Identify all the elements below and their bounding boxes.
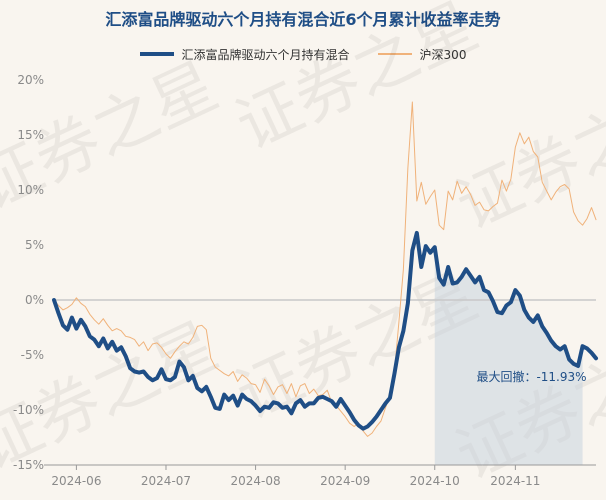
- legend-label-fund: 汇添富品牌驱动六个月持有混合: [181, 47, 350, 62]
- y-tick-label: -15%: [13, 458, 44, 472]
- watermark-text-4: 证券之星: [445, 69, 606, 244]
- drawdown-shade: [434, 247, 583, 465]
- y-tick-label: 10%: [17, 183, 44, 197]
- x-tick-label: 2024-11: [490, 474, 540, 488]
- legend-item-fund[interactable]: 汇添富品牌驱动六个月持有混合: [139, 46, 350, 63]
- x-tick-label: 2024-07: [141, 474, 191, 488]
- chart-title: 汇添富品牌驱动六个月持有混合近6个月累计收益率走势: [105, 10, 501, 29]
- x-tick-label: 2024-09: [320, 474, 370, 488]
- legend-label-benchmark: 沪深300: [419, 47, 467, 62]
- legend-item-benchmark[interactable]: 沪深300: [377, 46, 467, 63]
- legend-swatch-fund: [139, 52, 174, 56]
- x-tick-label: 2024-10: [410, 474, 460, 488]
- y-tick-label: 15%: [17, 128, 44, 142]
- legend-swatch-benchmark: [377, 53, 412, 55]
- y-tick-label: -10%: [13, 403, 44, 417]
- series-line-benchmark: [53, 101, 597, 437]
- y-tick-label: 0%: [25, 293, 44, 307]
- max-drawdown-label: 最大回撤：-11.93%: [476, 369, 586, 384]
- x-tick-label: 2024-06: [51, 474, 101, 488]
- legend: 汇添富品牌驱动六个月持有混合 沪深300: [0, 44, 606, 64]
- y-tick-label: 20%: [17, 73, 44, 87]
- watermark-text-1: 证券之星: [225, 0, 488, 165]
- y-tick-label: -5%: [21, 348, 44, 362]
- x-tick-label: 2024-08: [230, 474, 280, 488]
- y-tick-label: 5%: [25, 238, 44, 252]
- series-line-fund: [52, 230, 598, 431]
